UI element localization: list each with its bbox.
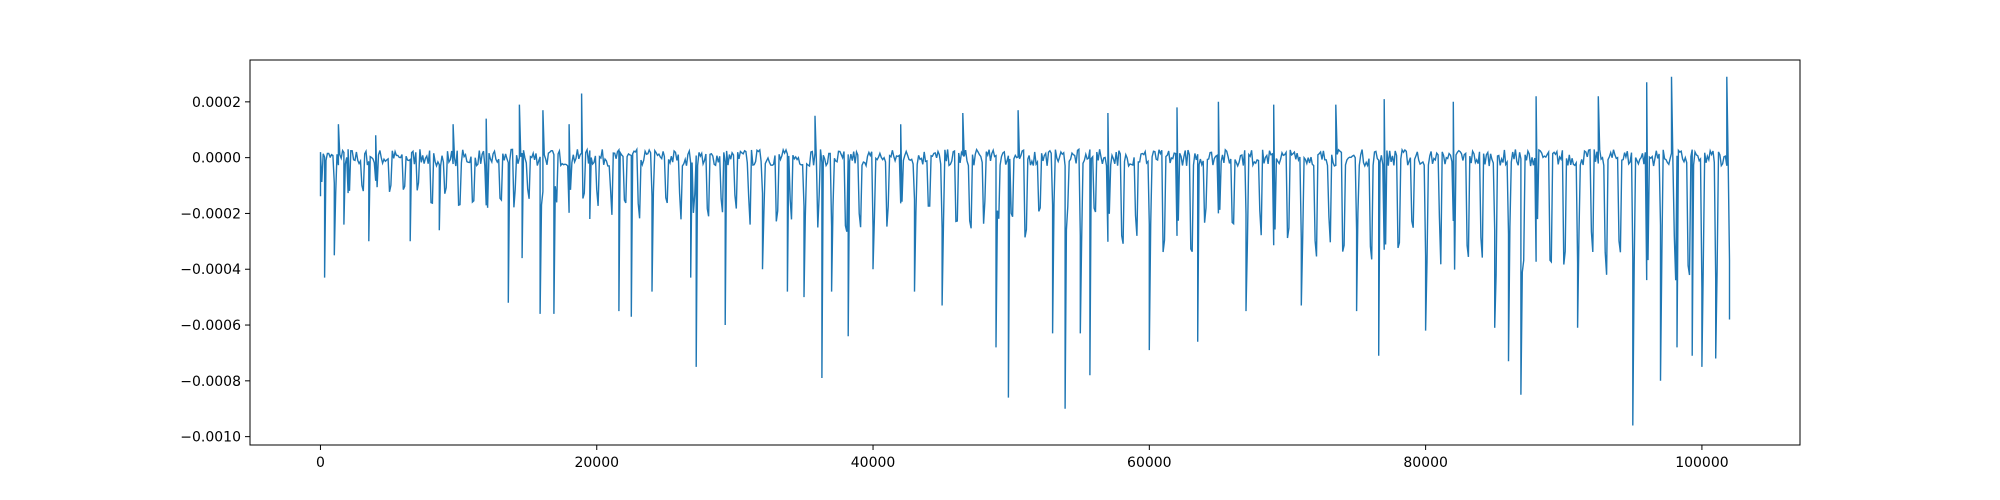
y-tick-label: 0.0000 [192,151,241,167]
x-tick-label: 100000 [1675,455,1728,471]
x-tick-label: 20000 [574,455,619,471]
series-layer [319,76,1731,426]
series-line [319,76,1731,426]
y-tick-label: −0.0004 [180,262,241,278]
y-tick-label: 0.0002 [192,95,241,111]
x-tick-label: 60000 [1127,455,1172,471]
y-tick-label: −0.0010 [180,430,241,446]
axes-frame [249,59,1801,446]
plot-area [250,60,1800,445]
y-tick-label: −0.0008 [180,374,241,390]
ticks-layer: 0 20000 40000 60000 80000 100000 0.0002 0.0000 −… [180,95,1728,471]
x-tick-label: 40000 [851,455,896,471]
y-tick-label: −0.0006 [180,318,241,334]
y-tick-label: −0.0002 [180,206,241,222]
x-tick-label: 0 [316,455,325,471]
x-tick-label: 80000 [1403,455,1448,471]
